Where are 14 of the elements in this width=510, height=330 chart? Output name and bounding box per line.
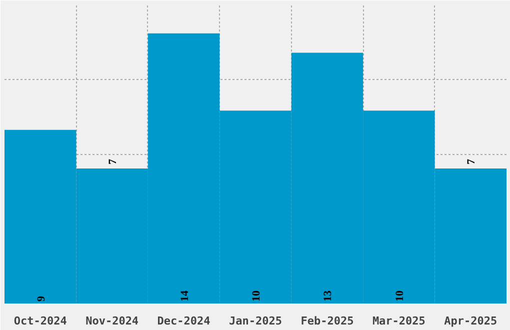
data-label: 9 <box>35 296 48 302</box>
data-label: 7 <box>107 158 120 164</box>
x-tick-label: Nov-2024 <box>86 314 139 328</box>
data-label: 10 <box>394 290 406 302</box>
x-tick-label: Mar-2025 <box>372 314 426 328</box>
data-label: 14 <box>178 290 191 302</box>
data-label: 7 <box>466 158 478 164</box>
x-tick-label: Feb-2025 <box>300 314 354 328</box>
x-tick-label: Apr-2025 <box>444 314 498 328</box>
data-label: 10 <box>250 290 262 302</box>
x-tick-label: Oct-2024 <box>14 314 68 328</box>
x-tick-label: Dec-2024 <box>157 314 211 328</box>
x-tick-label: Jan-2025 <box>229 314 282 328</box>
data-label: 13 <box>322 290 334 302</box>
